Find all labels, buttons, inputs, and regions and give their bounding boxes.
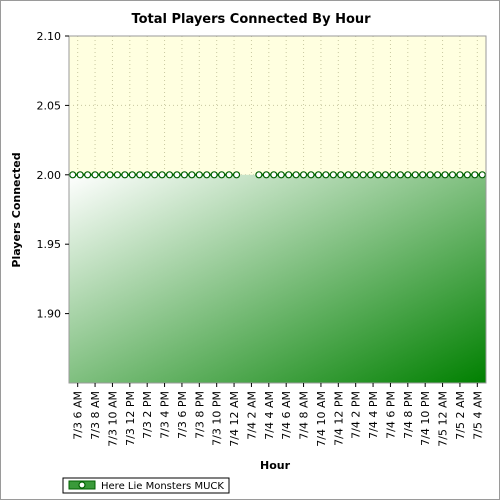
y-axis-ticks: 2.10 2.05 2.00 1.95 1.90 xyxy=(37,30,69,321)
data-point xyxy=(285,171,293,179)
data-point xyxy=(158,171,166,179)
x-tick-label: 7/5 12 AM xyxy=(437,391,450,447)
y-tick-label: 1.90 xyxy=(37,308,62,321)
data-point xyxy=(366,171,375,179)
data-point xyxy=(307,171,315,179)
x-axis-ticks: 7/3 6 AM 7/3 8 AM 7/3 10 AM 7/3 12 PM 7/3 2 … xyxy=(72,383,484,447)
x-tick-label: 7/4 12 AM xyxy=(228,391,241,447)
x-tick-label: 7/3 6 AM xyxy=(72,391,85,440)
x-tick-label: 7/4 2 PM xyxy=(350,391,363,439)
data-point xyxy=(91,171,99,179)
data-point xyxy=(448,171,457,179)
data-point xyxy=(262,171,270,179)
data-point xyxy=(292,171,300,179)
plot-border xyxy=(68,35,487,384)
x-tick-label: 7/4 4 AM xyxy=(263,391,276,440)
data-point xyxy=(344,171,352,179)
x-tick-label: 7/4 12 PM xyxy=(332,391,345,446)
data-point xyxy=(76,171,84,179)
data-point xyxy=(381,171,390,179)
data-point xyxy=(277,171,285,179)
data-points xyxy=(69,171,486,179)
data-point xyxy=(69,171,77,179)
legend-label: Here Lie Monsters MUCK xyxy=(101,481,224,492)
x-tick-label: 7/3 2 PM xyxy=(141,391,154,439)
x-tick-label: 7/4 4 PM xyxy=(367,391,380,439)
x-tick-label: 7/3 8 PM xyxy=(193,391,206,439)
data-point xyxy=(218,171,226,179)
x-tick-label: 7/4 6 PM xyxy=(384,391,397,439)
data-point xyxy=(195,171,203,179)
y-tick-label: 2.10 xyxy=(37,30,62,43)
data-point xyxy=(322,171,330,179)
x-tick-label: 7/3 12 PM xyxy=(124,391,137,446)
data-point xyxy=(84,171,92,179)
data-point xyxy=(337,171,345,179)
x-tick-label: 7/3 10 PM xyxy=(211,391,224,446)
y-axis-title: Players Connected xyxy=(10,152,23,267)
data-point xyxy=(255,171,263,179)
data-point xyxy=(113,171,122,179)
x-tick-label: 7/3 4 PM xyxy=(159,391,172,439)
data-point xyxy=(329,171,337,179)
data-point xyxy=(225,171,233,179)
x-tick-label: 7/4 10 PM xyxy=(419,391,432,446)
chart-title: Total Players Connected By Hour xyxy=(131,12,371,27)
data-point xyxy=(270,171,278,179)
data-point xyxy=(210,171,218,179)
x-tick-label: 7/4 10 AM xyxy=(315,391,328,447)
data-point xyxy=(165,171,174,179)
x-tick-label: 7/5 4 AM xyxy=(471,391,484,440)
data-point xyxy=(203,171,211,179)
data-point xyxy=(299,171,308,179)
data-point xyxy=(136,171,144,179)
data-point xyxy=(426,171,434,179)
data-point xyxy=(151,171,159,179)
data-point xyxy=(232,171,241,179)
data-point xyxy=(121,171,129,179)
data-point xyxy=(128,171,136,179)
data-point xyxy=(419,171,427,179)
x-axis-title: Hour xyxy=(260,459,291,472)
data-point xyxy=(463,171,471,179)
data-point xyxy=(411,171,419,179)
data-point xyxy=(471,171,479,179)
data-point xyxy=(143,171,151,179)
data-point xyxy=(352,171,360,179)
data-point xyxy=(188,171,196,179)
x-tick-label: 7/3 10 AM xyxy=(106,391,119,447)
data-point xyxy=(173,171,181,179)
data-point xyxy=(396,171,404,179)
y-tick-label: 2.00 xyxy=(37,169,62,182)
x-tick-label: 7/4 8 AM xyxy=(298,391,311,440)
data-point xyxy=(433,171,442,179)
data-point xyxy=(374,171,382,179)
x-tick-label: 7/5 2 AM xyxy=(454,391,467,440)
y-tick-label: 2.05 xyxy=(37,99,62,112)
x-tick-label: 7/3 8 AM xyxy=(89,391,102,440)
x-tick-label: 7/4 2 AM xyxy=(245,391,258,440)
data-point xyxy=(106,171,114,179)
x-tick-label: 7/4 8 PM xyxy=(402,391,415,439)
data-point xyxy=(314,171,323,179)
x-tick-label: 7/3 6 PM xyxy=(176,391,189,439)
data-point xyxy=(478,171,486,179)
data-point xyxy=(180,171,189,179)
x-tick-label: 7/4 6 AM xyxy=(280,391,293,440)
data-point xyxy=(389,171,397,179)
data-point xyxy=(456,171,464,179)
series-area xyxy=(69,174,486,383)
data-point xyxy=(441,171,449,179)
legend-box xyxy=(62,477,230,494)
legend-marker xyxy=(78,481,86,489)
data-point xyxy=(98,171,107,179)
data-point xyxy=(359,171,367,179)
y-tick-label: 1.95 xyxy=(37,238,62,251)
data-point xyxy=(404,171,412,179)
legend: Here Lie Monsters MUCK xyxy=(62,477,230,494)
